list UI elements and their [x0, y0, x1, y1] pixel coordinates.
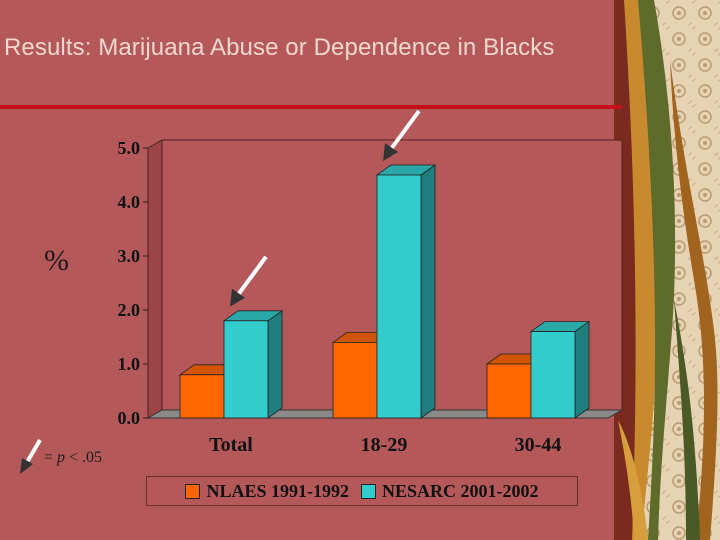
title-divider — [0, 105, 622, 109]
y-tick-label: 4.0 — [118, 192, 141, 212]
sig-threshold: < .05 — [69, 449, 103, 466]
bar-18-29-nesarc — [375, 164, 437, 419]
y-axis-label: % — [44, 244, 69, 277]
bar-Total-nesarc — [222, 310, 284, 419]
legend-item-nlaes: NLAES 1991-1992 — [185, 481, 349, 502]
slide-title: Results: Marijuana Abuse or Dependence i… — [4, 34, 555, 61]
chart-legend: NLAES 1991-1992 NESARC 2001-2002 — [146, 476, 578, 506]
y-tick-label: 5.0 — [118, 138, 141, 158]
legend-swatch-nesarc — [361, 483, 376, 499]
plot-side-wall — [147, 139, 163, 419]
y-tick-label: 1.0 — [118, 354, 141, 374]
legend-swatch-nlaes — [185, 483, 201, 499]
significance-note: = p < .05 — [44, 449, 102, 467]
sig-equals: = — [44, 449, 54, 466]
y-tick-label: 0.0 — [118, 408, 141, 428]
bar-30-44-nesarc — [529, 320, 591, 419]
significance-arrow — [230, 255, 268, 307]
y-tick-label: 3.0 — [118, 246, 141, 266]
y-tick-label: 2.0 — [118, 300, 141, 320]
decorative-border-pattern — [614, 0, 720, 540]
sig-p: p — [57, 449, 66, 466]
x-category-label: Total — [209, 434, 253, 456]
legend-label-nlaes: NLAES 1991-1992 — [206, 480, 349, 501]
x-category-label: 18-29 — [361, 434, 408, 456]
legend-label-nesarc: NESARC 2001-2002 — [382, 480, 539, 501]
legend-item-nesarc: NESARC 2001-2002 — [361, 481, 539, 502]
sig-legend-arrow — [20, 438, 42, 474]
x-category-label: 30-44 — [515, 434, 562, 456]
significance-arrow — [383, 109, 421, 161]
